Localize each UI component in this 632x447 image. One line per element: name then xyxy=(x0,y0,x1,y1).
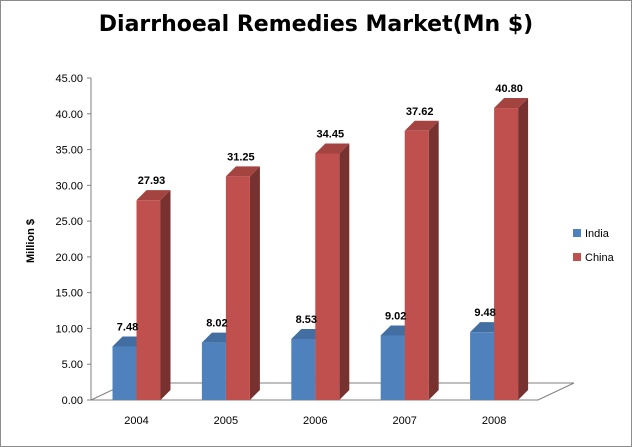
y-tick-label: 10.00 xyxy=(55,323,83,335)
bar-front xyxy=(404,130,429,401)
legend-label: China xyxy=(585,252,615,264)
bar-front xyxy=(291,338,316,400)
x-tick-label: 2007 xyxy=(392,415,416,427)
data-label: 9.48 xyxy=(474,307,495,319)
x-tick-label: 2008 xyxy=(482,415,506,427)
y-tick-label: 25.00 xyxy=(55,216,83,228)
data-label: 7.48 xyxy=(117,321,138,333)
bar-front xyxy=(470,332,495,400)
y-axis-label: Million $ xyxy=(25,219,37,263)
legend-swatch xyxy=(573,253,581,261)
y-tick-label: 45.00 xyxy=(55,73,83,85)
legend-swatch xyxy=(573,229,581,237)
bar-china xyxy=(315,143,350,401)
data-label: 8.02 xyxy=(206,318,227,330)
bar-side xyxy=(518,98,529,400)
bar-front xyxy=(112,346,137,400)
data-label: 34.45 xyxy=(317,128,345,140)
legend: India China xyxy=(573,228,615,264)
y-tick-label: 15.00 xyxy=(55,288,83,300)
bar-china xyxy=(136,190,171,400)
bar-front xyxy=(315,153,340,400)
bar-front xyxy=(225,176,250,400)
legend-label: India xyxy=(585,228,610,240)
bar-side xyxy=(339,143,350,401)
bar-top xyxy=(494,98,529,109)
bar-china xyxy=(225,166,260,400)
bar-side xyxy=(249,166,260,400)
bar-china xyxy=(404,120,439,401)
data-label: 8.53 xyxy=(296,314,317,326)
bar-side xyxy=(428,120,439,401)
bar-front xyxy=(136,200,161,400)
labels-layer: 7.48 27.93 8.02 31.25 8.53 34.45 9.02 37.62 9.48… xyxy=(117,83,523,333)
data-label: 40.80 xyxy=(495,83,523,95)
bar-top xyxy=(404,120,439,131)
x-tick-label: 2004 xyxy=(124,415,148,427)
y-tick-label: 0.00 xyxy=(62,395,83,407)
bar-top xyxy=(225,166,260,177)
bar-front xyxy=(380,335,405,400)
y-tick-label: 40.00 xyxy=(55,109,83,121)
y-tick-label: 20.00 xyxy=(55,252,83,264)
chart-title: Diarrhoeal Remedies Market(Mn $) xyxy=(98,12,534,37)
y-tick-label: 35.00 xyxy=(55,145,83,157)
bar-side xyxy=(160,190,171,400)
bar-top xyxy=(315,143,350,154)
data-label: 31.25 xyxy=(227,151,255,163)
data-label: 37.62 xyxy=(406,106,434,118)
data-label: 27.93 xyxy=(138,175,166,187)
bars-layer xyxy=(112,98,529,401)
y-tick-label: 30.00 xyxy=(55,180,83,192)
bar-china xyxy=(494,98,529,400)
x-tick-label: 2006 xyxy=(303,415,327,427)
x-tick-label: 2005 xyxy=(214,415,238,427)
bar-front xyxy=(201,342,226,400)
y-tick-label: 5.00 xyxy=(62,359,83,371)
data-label: 9.02 xyxy=(385,310,406,322)
bar-front xyxy=(494,108,519,400)
bar-top xyxy=(136,190,171,201)
